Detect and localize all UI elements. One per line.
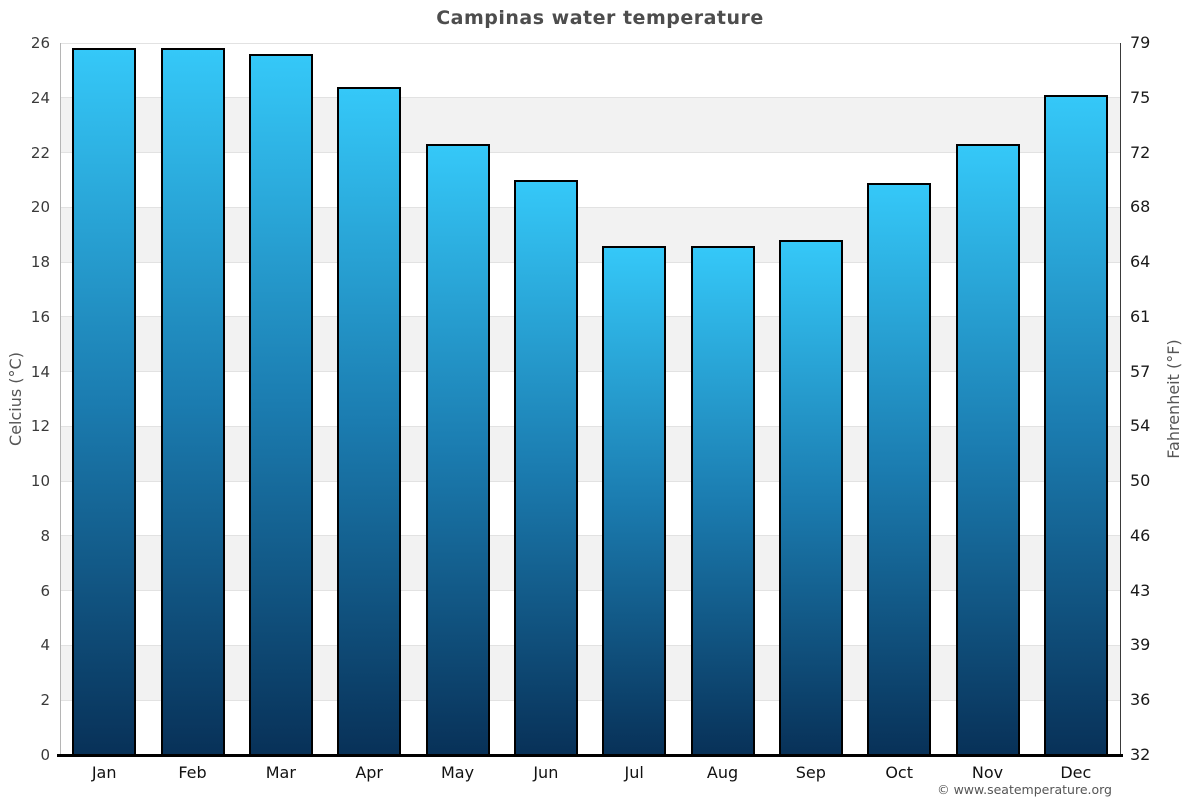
gridline — [60, 699, 1120, 701]
gridline — [60, 480, 1120, 482]
y-tick-label-celsius: 18 — [30, 253, 50, 272]
y-tick-label-fahrenheit: 79 — [1130, 33, 1151, 52]
bar-dec — [1043, 95, 1108, 755]
y-tick-label-celsius: 8 — [40, 526, 50, 545]
x-tick-label-jan: Jan — [91, 763, 117, 782]
y-tick-label-celsius: 4 — [40, 636, 50, 655]
bar-feb — [160, 48, 225, 755]
y-tick-label-celsius: 10 — [30, 472, 50, 491]
chart-title: Campinas water temperature — [436, 7, 764, 29]
x-tick-label-nov: Nov — [971, 763, 1004, 782]
grid-band — [60, 535, 1120, 591]
y-tick-label-fahrenheit: 43 — [1130, 580, 1151, 600]
gridline — [60, 371, 1120, 373]
y-tick-label-fahrenheit: 39 — [1130, 635, 1151, 655]
y-tick-label-celsius: 12 — [30, 417, 50, 436]
x-tick-label-aug: Aug — [706, 763, 739, 782]
y-axis-line-right — [1120, 43, 1121, 755]
y-tick-label-celsius: 2 — [40, 691, 50, 710]
gridline — [60, 261, 1120, 263]
grid-band — [60, 645, 1120, 701]
y-tick-label-fahrenheit: 50 — [1130, 471, 1151, 491]
y-tick-label-fahrenheit: 32 — [1130, 745, 1151, 764]
x-tick-label-mar: Mar — [265, 763, 296, 782]
grid-band — [60, 426, 1120, 482]
y-tick-label-fahrenheit: 72 — [1130, 142, 1151, 162]
grid-band — [60, 97, 1120, 153]
y-tick-label-celsius: 20 — [30, 198, 50, 217]
gridline — [60, 535, 1120, 537]
y-tick-label-celsius: 0 — [40, 746, 50, 764]
gridline — [60, 316, 1120, 318]
grid-band — [60, 207, 1120, 263]
y-tick-label-celsius: 26 — [30, 34, 50, 52]
y-tick-label-fahrenheit: 46 — [1130, 525, 1151, 545]
x-tick-label-oct: Oct — [885, 763, 913, 782]
y-tick-label-celsius: 22 — [30, 143, 50, 162]
y-tick-label-celsius: 14 — [30, 362, 50, 381]
gridline — [60, 42, 1120, 44]
gridline — [60, 644, 1120, 646]
bar-nov — [955, 144, 1020, 755]
bar-apr — [337, 86, 402, 755]
y-tick-label-celsius: 6 — [40, 581, 50, 600]
y-tick-label-fahrenheit: 61 — [1130, 306, 1151, 326]
gridline — [60, 425, 1120, 427]
x-axis-line — [57, 754, 1123, 757]
y-tick-label-fahrenheit: 64 — [1130, 252, 1151, 272]
y-tick-label-fahrenheit: 75 — [1130, 87, 1151, 107]
bar-oct — [867, 182, 932, 755]
x-tick-label-jun: Jun — [533, 763, 559, 782]
x-tick-label-dec: Dec — [1060, 763, 1092, 782]
bar-may — [425, 144, 490, 755]
gridline — [60, 152, 1120, 154]
gridline — [60, 590, 1120, 592]
bar-mar — [248, 53, 313, 755]
y-tick-label-celsius: 24 — [30, 88, 50, 107]
x-tick-label-feb: Feb — [178, 763, 207, 782]
x-tick-label-may: May — [440, 763, 475, 782]
x-tick-label-jul: Jul — [624, 763, 644, 782]
y-tick-label-fahrenheit: 68 — [1130, 197, 1151, 217]
gridline — [60, 206, 1120, 208]
bar-jun — [513, 179, 578, 755]
bar-sep — [778, 240, 843, 755]
y-tick-label-celsius: 16 — [30, 307, 50, 326]
gridline — [60, 97, 1120, 99]
copyright-credit: © www.seatemperature.org — [937, 782, 1112, 797]
bar-jul — [602, 245, 667, 755]
bar-aug — [690, 245, 755, 755]
bar-jan — [72, 48, 137, 755]
y-tick-label-fahrenheit: 36 — [1130, 690, 1151, 710]
y-tick-label-fahrenheit: 57 — [1130, 361, 1151, 381]
x-tick-label-sep: Sep — [795, 763, 826, 782]
y-axis-line-left — [60, 43, 61, 755]
x-tick-label-apr: Apr — [355, 763, 383, 782]
y-tick-label-fahrenheit: 54 — [1130, 416, 1151, 436]
grid-band — [60, 316, 1120, 372]
